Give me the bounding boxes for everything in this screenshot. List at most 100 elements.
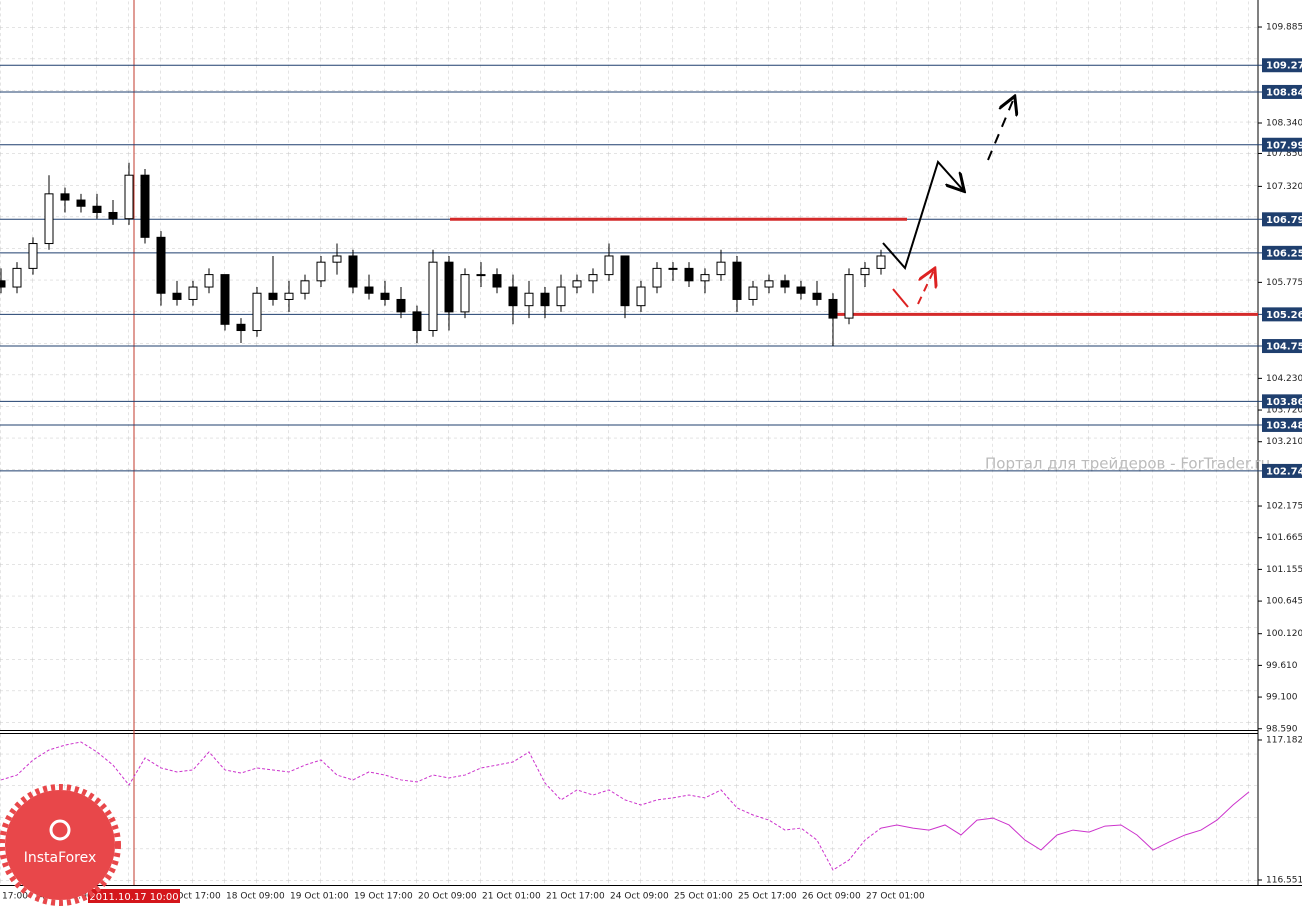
candle-body <box>428 261 438 332</box>
candle-body <box>44 193 54 245</box>
x-tick-label: 25 Oct 17:00 <box>738 892 797 902</box>
y-tick-label: 100.120 <box>1266 629 1302 639</box>
x-tick-label: 19 Oct 17:00 <box>354 892 413 902</box>
candle-body <box>28 243 38 269</box>
candle-body <box>252 292 262 332</box>
candle-body <box>444 261 454 313</box>
y-tick-label: 98.590 <box>1266 724 1298 734</box>
candle-body <box>588 274 598 282</box>
candle-body <box>716 261 726 276</box>
y-tick-label: 109.885 <box>1266 23 1302 33</box>
level-label-box <box>1262 245 1302 260</box>
level-label: 109.27 <box>1266 61 1302 72</box>
candle-body <box>348 255 358 288</box>
alt-arrow <box>917 270 934 305</box>
level-label-box <box>1262 212 1302 227</box>
plot-layer: 109.885 108.340 107.850 107.320 105.775 104.2… <box>0 23 1302 902</box>
candle-body <box>300 280 310 294</box>
candle-body <box>812 292 822 300</box>
x-tick-label: 27 Oct 01:00 <box>866 892 925 902</box>
candle-body <box>604 255 614 276</box>
x-tick-label: 25 Oct 01:00 <box>674 892 733 902</box>
candle-body <box>124 174 134 220</box>
level-label: 103.86 <box>1266 397 1302 408</box>
candle-body <box>220 274 230 325</box>
candle-body <box>540 292 550 307</box>
forecast-arrow <box>987 98 1014 161</box>
grid-background <box>0 0 1258 730</box>
candle-body <box>476 274 486 277</box>
x-tick-label: 26 Oct 09:00 <box>802 892 861 902</box>
candle-body <box>764 280 774 288</box>
candle-body <box>684 267 694 282</box>
x-tick-label: 20 Oct 09:00 <box>418 892 477 902</box>
level-label-box <box>1262 137 1302 152</box>
y-tick-label: 116.551 <box>1266 876 1302 886</box>
x-tick-label: 17:00 <box>2 892 28 902</box>
candle-body <box>828 298 838 319</box>
indicator-line <box>880 791 1250 851</box>
level-label-box <box>1262 417 1302 432</box>
x-tick-label: 17 Oct 17:00 <box>162 892 221 902</box>
candle-body <box>572 280 582 288</box>
level-label: 102.74 <box>1266 466 1302 477</box>
candle-body <box>204 274 214 288</box>
logo-badge <box>0 784 121 906</box>
watermark: Портал для трейдеров - ForTrader.ru <box>985 455 1270 473</box>
y-tick-label: 105.775 <box>1266 278 1302 288</box>
candle-body <box>860 267 870 276</box>
level-label-box <box>1262 58 1302 73</box>
candle-body <box>524 292 534 307</box>
indicator-line <box>0 741 882 871</box>
y-tick-label: 99.610 <box>1266 661 1298 671</box>
candle-body <box>332 255 342 263</box>
marker-label: 2011.10.17 10:00 <box>89 892 178 903</box>
candle-body <box>188 286 198 300</box>
candle-body <box>364 286 374 294</box>
logo-badge <box>5 790 115 900</box>
marker-label-box <box>88 889 180 903</box>
logo-icon <box>49 819 71 841</box>
alt-arrow <box>892 288 909 308</box>
candle-body <box>396 298 406 313</box>
candle-body <box>844 274 854 319</box>
candle-body <box>172 292 182 300</box>
candle-body <box>92 205 102 213</box>
candle-body <box>668 267 678 270</box>
candle-body <box>156 236 166 294</box>
level-label: 106.79 <box>1266 215 1302 226</box>
level-label: 105.26 <box>1266 310 1302 321</box>
candle-body <box>780 280 790 288</box>
y-tick-label: 103.720 <box>1266 406 1302 416</box>
logo: InstaForex <box>0 784 121 906</box>
y-tick-label: 103.210 <box>1266 437 1302 447</box>
forecast-arrow <box>882 160 963 270</box>
level-label: 104.75 <box>1266 342 1302 353</box>
y-tick-label: 101.665 <box>1266 533 1302 543</box>
y-tick-label: 107.850 <box>1266 149 1302 159</box>
candle-body <box>268 292 278 300</box>
y-tick-label: 117.182 <box>1266 736 1302 746</box>
candle-body <box>620 255 630 307</box>
grid-background <box>0 733 1258 885</box>
level-label: 108.84 <box>1266 87 1302 98</box>
level-label-box <box>1262 394 1302 409</box>
candle-body <box>412 311 422 332</box>
candle-body <box>492 274 502 288</box>
candle-body <box>284 292 294 300</box>
candle-body <box>748 286 758 300</box>
candle-body <box>876 255 886 269</box>
level-label-box <box>1262 307 1302 322</box>
candle-body <box>0 280 6 288</box>
level-label-box <box>1262 84 1302 99</box>
candle-body <box>460 274 470 313</box>
candle-body <box>652 267 662 288</box>
candle-body <box>60 193 70 201</box>
level-label: 103.48 <box>1266 420 1302 431</box>
level-label-box <box>1262 339 1302 354</box>
candle-body <box>316 261 326 282</box>
candle-body <box>140 174 150 238</box>
x-tick-label: 19 Oct 01:00 <box>290 892 349 902</box>
